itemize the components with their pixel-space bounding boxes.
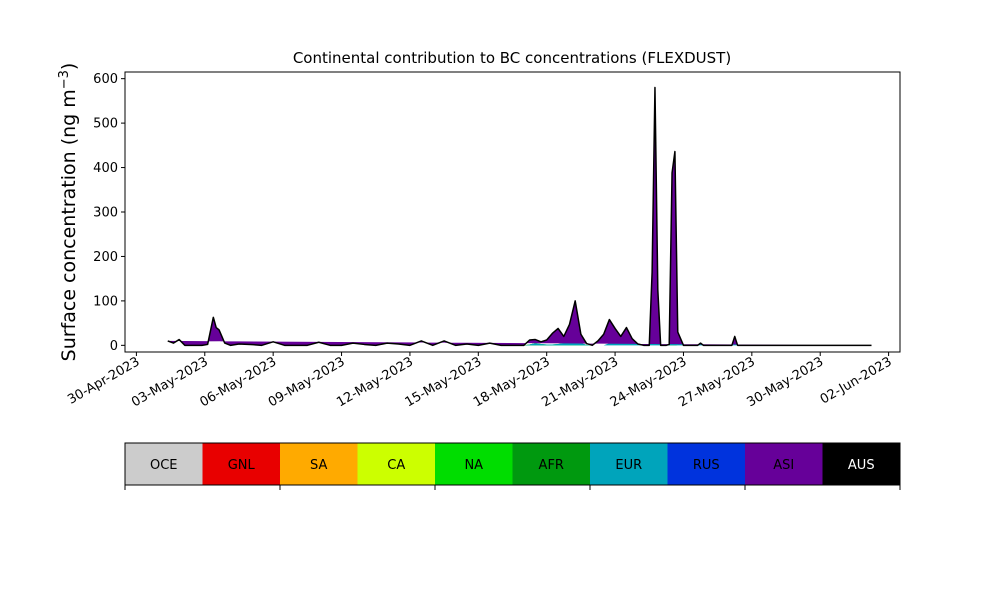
legend-swatch-asi [745, 443, 823, 485]
x-tick-label: 27-May-2023 [676, 354, 758, 410]
y-axis: 0 100 200 300 400 500 600 [93, 72, 125, 354]
plot-frame [124, 71, 901, 353]
legend-label-rus: RUS [693, 458, 720, 473]
x-tick-label: 06-May-2023 [197, 354, 279, 410]
x-tick-label: 12-May-2023 [334, 354, 416, 410]
legend-label-na: NA [464, 458, 483, 473]
legend-swatch-sa [280, 443, 358, 485]
legend-swatch-rus [667, 443, 745, 485]
y-axis-label-sup: −3 [57, 70, 72, 89]
y-tick-label: 0 [110, 339, 118, 354]
legend-swatch-aus [822, 443, 900, 485]
y-axis-label: Surface concentration (ng m−3) [57, 63, 80, 362]
legend-swatch-ca [357, 443, 435, 485]
x-tick-label: 09-May-2023 [266, 354, 348, 410]
x-tick-label: 18-May-2023 [471, 354, 553, 410]
legend-label-asi: ASI [773, 458, 794, 473]
area-asi [167, 87, 866, 346]
legend-swatch-eur [590, 443, 668, 485]
legend-label-afr: AFR [539, 458, 564, 473]
legend-label-gnl: GNL [228, 458, 256, 473]
y-tick-label: 200 [93, 250, 118, 265]
plot-total-line [167, 86, 872, 347]
x-tick-label: 03-May-2023 [129, 354, 211, 410]
y-tick-label: 100 [93, 294, 118, 309]
x-tick-label: 30-May-2023 [745, 354, 827, 410]
legend-label-eur: EUR [615, 458, 642, 473]
legend-label-oce: OCE [150, 458, 178, 473]
legend-frame [124, 442, 901, 486]
total-line [167, 86, 872, 347]
y-tick-label: 300 [93, 206, 118, 221]
x-axis: 30-Apr-202303-May-202306-May-202309-May-… [65, 352, 895, 410]
legend-label-aus: AUS [848, 458, 875, 473]
plot-areas [167, 87, 866, 346]
area-eur [167, 89, 866, 346]
legend: OCE GNL SA CA NA AFR EUR RUS ASI AUS [124, 442, 901, 490]
x-tick-label: 15-May-2023 [403, 354, 485, 410]
legend-swatch-gnl [202, 443, 280, 485]
legend-swatch-na [435, 443, 513, 485]
y-tick-label: 400 [93, 161, 118, 176]
y-tick-label: 500 [93, 117, 118, 132]
y-axis-label-main: Surface concentration (ng m [58, 89, 80, 361]
x-tick-label: 24-May-2023 [608, 354, 690, 410]
chart-title: Continental contribution to BC concentra… [293, 49, 731, 67]
legend-label-sa: SA [310, 458, 327, 473]
legend-swatch-oce [125, 443, 203, 485]
x-tick-label: 21-May-2023 [539, 354, 621, 410]
x-tick-label: 02-Jun-2023 [818, 354, 895, 407]
y-axis-label-close: ) [58, 63, 80, 70]
legend-swatch-afr [512, 443, 590, 485]
y-tick-label: 600 [93, 72, 118, 87]
legend-label-ca: CA [387, 458, 405, 473]
